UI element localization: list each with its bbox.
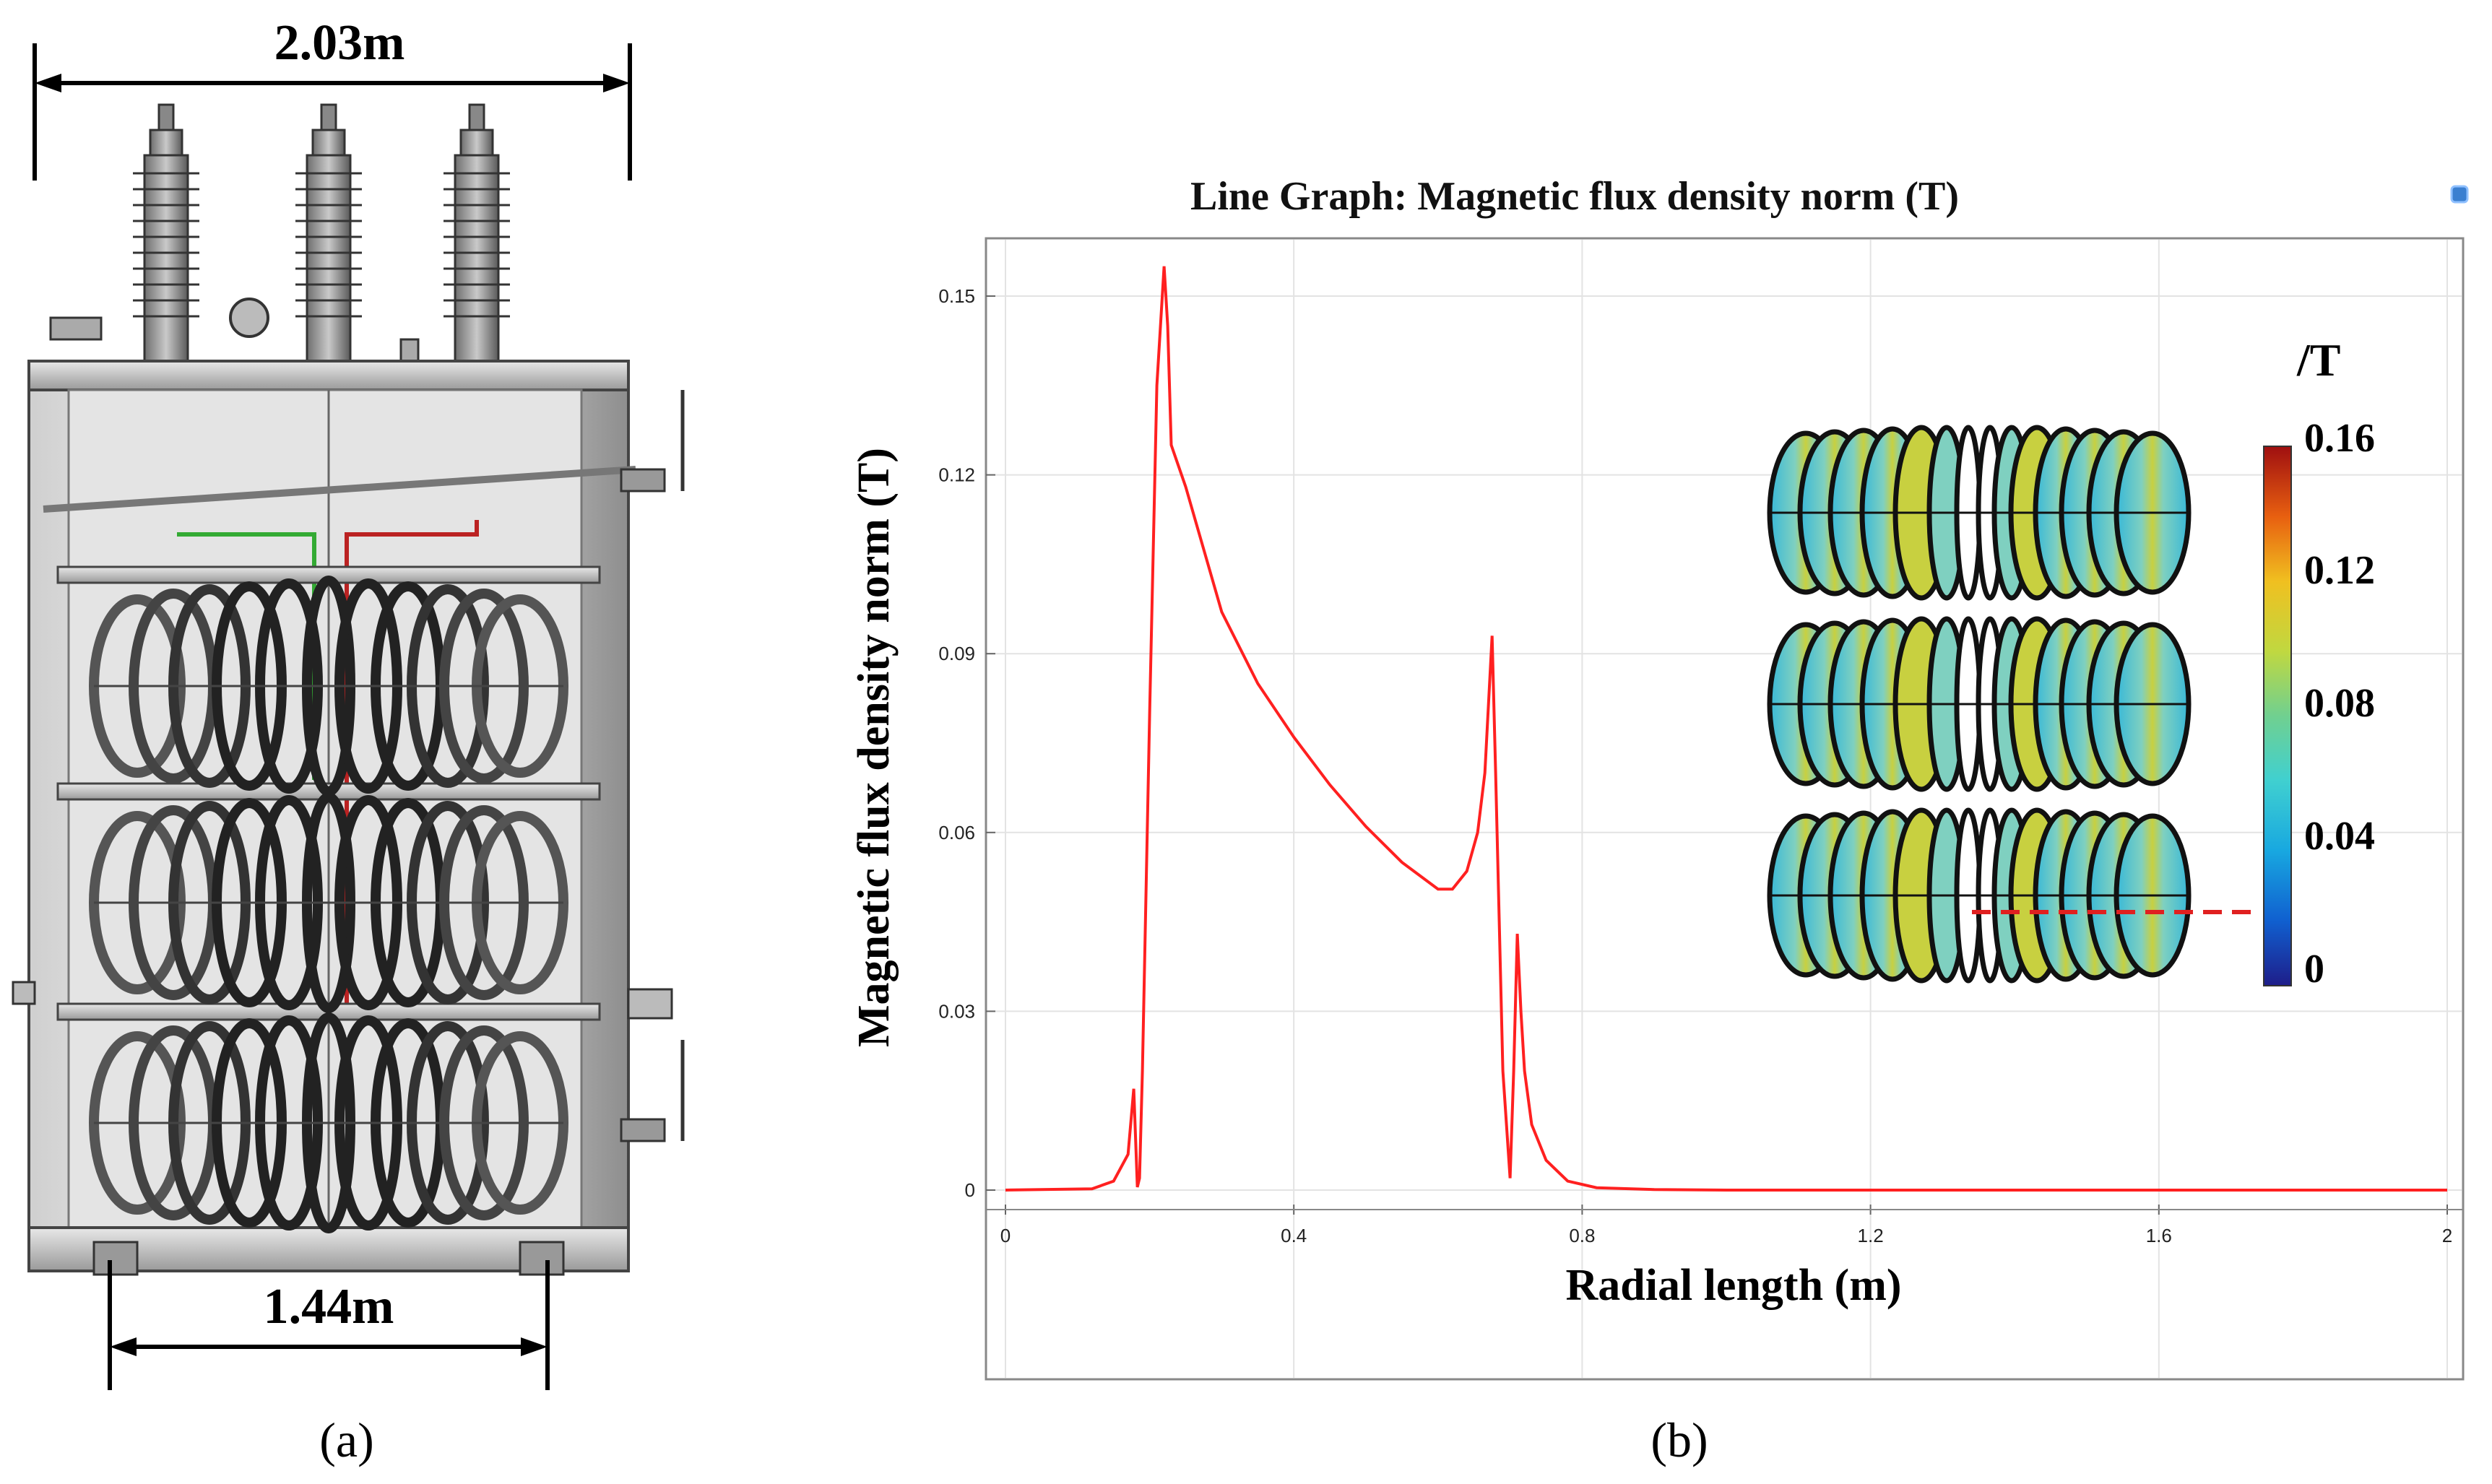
inset-coil-middle [1767, 616, 2192, 792]
line-chart: Line Graph: Magnetic flux density norm (… [938, 174, 2469, 1381]
colorbar-unit: /T [2297, 334, 2341, 386]
x-axis-ticks: 0 0.4 0.8 1.2 1.6 2 [986, 1205, 2463, 1246]
colorbar-tick: 0.08 [2304, 681, 2375, 726]
x-tick-label: 0 [1000, 1225, 1011, 1246]
coil-stack-bottom [89, 1012, 568, 1233]
transformer-drawing [12, 43, 685, 1390]
x-tick-label: 1.2 [1858, 1225, 1884, 1246]
x-tick-label: 0.8 [1569, 1225, 1595, 1246]
x-tick-label: 2 [2442, 1225, 2452, 1246]
field-map-inset [1767, 425, 2261, 984]
colorbar-tick: 0.16 [2304, 416, 2375, 461]
inset-coil-top [1767, 425, 2192, 601]
colorbar [2263, 446, 2292, 986]
coil-stack-top [89, 576, 568, 797]
grid-lines [988, 240, 2462, 1378]
chart-title: Line Graph: Magnetic flux density norm (… [1190, 174, 1959, 219]
y-axis-ticks: 0 0.03 0.06 0.09 0.12 0.15 [938, 285, 995, 1201]
y-tick-label: 0 [965, 1179, 975, 1201]
bushings [49, 103, 510, 367]
bottom-dimension [108, 1260, 550, 1390]
y-tick-label: 0.03 [938, 1000, 975, 1022]
bottom-dimension-label: 1.44m [263, 1279, 394, 1335]
colorbar-tick: 0 [2304, 947, 2324, 991]
x-axis-label: Radial length (m) [1565, 1261, 1902, 1310]
colorbar-tick: 0.12 [2304, 548, 2375, 593]
caption-a: (a) [319, 1413, 374, 1467]
x-tick-label: 0.4 [1281, 1225, 1307, 1246]
toolbar-icon[interactable] [2450, 185, 2469, 204]
caption-b: (b) [1650, 1413, 1708, 1467]
y-tick-label: 0.15 [938, 285, 975, 307]
coil-stack-middle [89, 792, 568, 1013]
y-axis-label: Magnetic flux density norm (T) [849, 447, 899, 1048]
inset-coil-bottom [1767, 807, 2192, 984]
top-dimension-label: 2.03m [274, 15, 405, 71]
flux-density-curve [1005, 266, 2447, 1192]
y-tick-label: 0.09 [938, 643, 975, 664]
y-tick-label: 0.12 [938, 464, 975, 486]
top-dimension [33, 43, 632, 181]
colorbar-tick: 0.04 [2304, 814, 2375, 859]
x-tick-label: 1.6 [2146, 1225, 2172, 1246]
y-tick-label: 0.06 [938, 822, 975, 843]
